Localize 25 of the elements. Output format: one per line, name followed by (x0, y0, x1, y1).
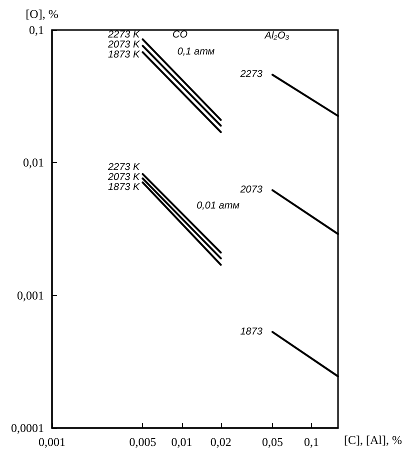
y-tick-label: 0,0001 (11, 421, 44, 435)
series-label: 1873 K (108, 182, 142, 193)
series-label: 2273 (239, 69, 263, 80)
x-tick-label: 0,1 (304, 435, 320, 449)
y-tick-label: 0,01 (23, 156, 44, 170)
x-axis-title: [C], [Al], % (344, 433, 402, 447)
annotation: Al₂O₃ (264, 30, 290, 42)
series-label: 2073 K (107, 172, 142, 183)
annotation: 0,01 атм (196, 200, 240, 212)
x-tick-label: 0,05 (262, 435, 283, 449)
series-label: 1873 (240, 326, 263, 338)
y-axis-title: [O], % (26, 7, 58, 21)
y-tick-label: 0,1 (29, 23, 44, 37)
x-tick-label: 0,01 (171, 435, 192, 449)
series-label: 2273 K (107, 162, 142, 173)
x-tick-label: 0,005 (129, 435, 156, 449)
series-label: 2073 K (107, 39, 142, 50)
y-tick-label: 0,001 (17, 288, 44, 302)
series-label: 2273 K (107, 29, 142, 40)
x-tick-label: 0,02 (210, 435, 232, 449)
annotation: 0,1 атм (177, 46, 215, 58)
annotation: CO (172, 30, 188, 40)
x-tick-label: 0,001 (38, 435, 66, 449)
series-label: 1873 K (108, 49, 142, 60)
series-label: 2073 (239, 184, 263, 196)
